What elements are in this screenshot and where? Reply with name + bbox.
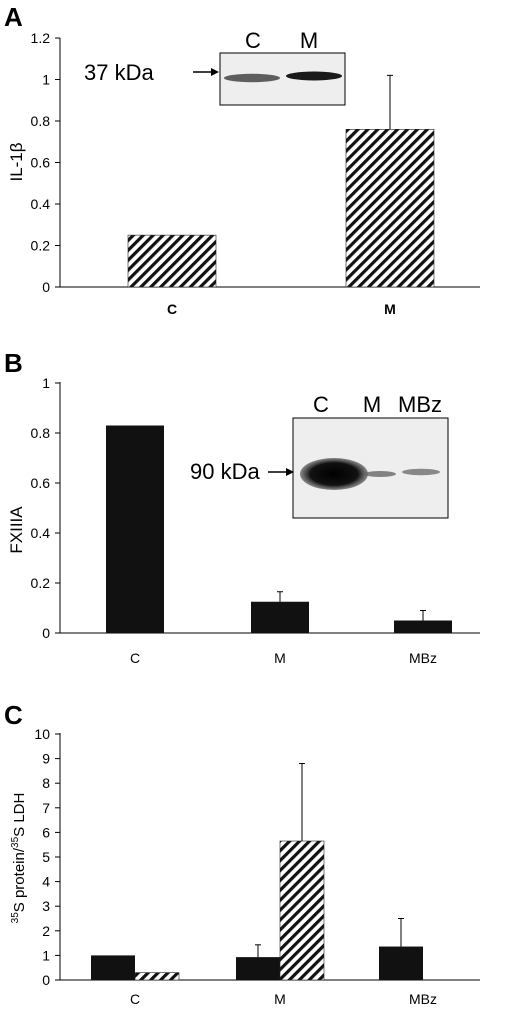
blot-lane-a-m: M [300,28,318,53]
blot-lane-b-c: C [313,392,329,417]
y-tick-label: 8 [42,775,50,791]
bar-m-series0 [251,601,309,633]
y-tick-label: 0.2 [31,575,51,591]
y-tick-label: 0 [42,279,50,295]
western-blot-inset-a: C M 37 kDa [84,28,346,106]
blot-band-b-mbz [402,468,440,476]
y-tick-label: 1.2 [31,30,51,46]
y-tick-label: 0.8 [31,425,51,441]
blot-band-b-c [300,458,368,490]
ylabel-a: IL-1β [7,142,26,181]
y-tick-label: 1 [42,72,50,88]
bar-c-series0 [91,955,135,980]
western-blot-inset-b: C M MBz 90 kDa [190,392,449,519]
x-label-a-m: M [384,301,396,317]
blot-band-b-m [364,471,396,477]
bar-mbz-series0 [394,620,452,633]
y-tick-label: 0.6 [31,155,51,171]
y-tick-label: 1 [42,375,50,391]
bar-mbz-series0 [379,946,423,980]
blot-marker-a: 37 kDa [84,60,154,85]
bar-c-series1 [134,972,180,981]
y-tick-label: 6 [42,824,50,840]
blot-marker-b: 90 kDa [190,459,260,484]
y-tick-label: 5 [42,849,50,865]
x-label-c-c: C [130,991,140,1007]
y-tick-label: 0.6 [31,475,51,491]
blot-band-a-c [224,73,280,83]
bar-m-series0 [236,957,280,980]
y-tick-label: 9 [42,751,50,767]
panel-letter-c: C [4,700,23,730]
ylabel-b: FXIIIA [7,506,26,554]
panel-b: B FXIIIA 0 0.2 0.4 0.6 0.8 1 C M MBz C M MBz … [4,348,480,666]
bar-c-series0 [127,234,217,288]
panel-letter-a: A [4,2,23,32]
y-tick-label: 0.4 [31,525,51,541]
blot-arrowhead-a [211,68,219,76]
y-tick-label: 1 [42,947,50,963]
bars-b [106,425,452,633]
y-ticks-b: 0 0.2 0.4 0.6 0.8 1 [31,375,60,641]
y-tick-label: 0 [42,972,50,988]
blot-arrowhead-b [286,468,294,476]
bar-c-series0 [106,425,164,633]
panel-c: C 35S protein/35S LDH 0 1 2 3 4 5 6 7 8 9 10 C M M… [4,700,480,1007]
blot-lane-b-mbz: MBz [398,392,442,417]
panel-letter-b: B [4,348,23,378]
bar-m-series0 [345,129,435,288]
y-tick-label: 0.4 [31,196,51,212]
y-tick-label: 7 [42,800,50,816]
x-label-b-c: C [130,650,140,666]
bars-c [91,763,423,981]
y-tick-label: 0.8 [31,113,51,129]
y-tick-label: 0 [42,625,50,641]
y-tick-label: 4 [42,874,50,890]
x-label-b-m: M [274,650,286,666]
blot-lane-a-c: C [245,28,261,53]
blot-lane-b-m: M [363,392,381,417]
y-ticks-c: 0 1 2 3 4 5 6 7 8 9 10 [34,726,60,988]
y-tick-label: 0.2 [31,238,51,254]
ylabel-c: 35S protein/35S LDH [10,793,28,924]
x-label-b-mbz: MBz [409,650,437,666]
x-label-c-m: M [274,991,286,1007]
y-tick-label: 2 [42,923,50,939]
blot-band-a-m [286,71,342,81]
x-label-c-mbz: MBz [409,991,437,1007]
y-ticks-a: 0 0.2 0.4 0.6 0.8 1 1.2 [31,30,60,295]
x-label-a-c: C [167,301,177,317]
y-tick-label: 3 [42,898,50,914]
bars-a [127,74,435,288]
y-tick-label: 10 [34,726,50,742]
bar-m-series1 [279,840,325,981]
panel-a: A IL-1β 0 0.2 0.4 0.6 0.8 1 1.2 C M C M 37 kDa [4,2,480,317]
